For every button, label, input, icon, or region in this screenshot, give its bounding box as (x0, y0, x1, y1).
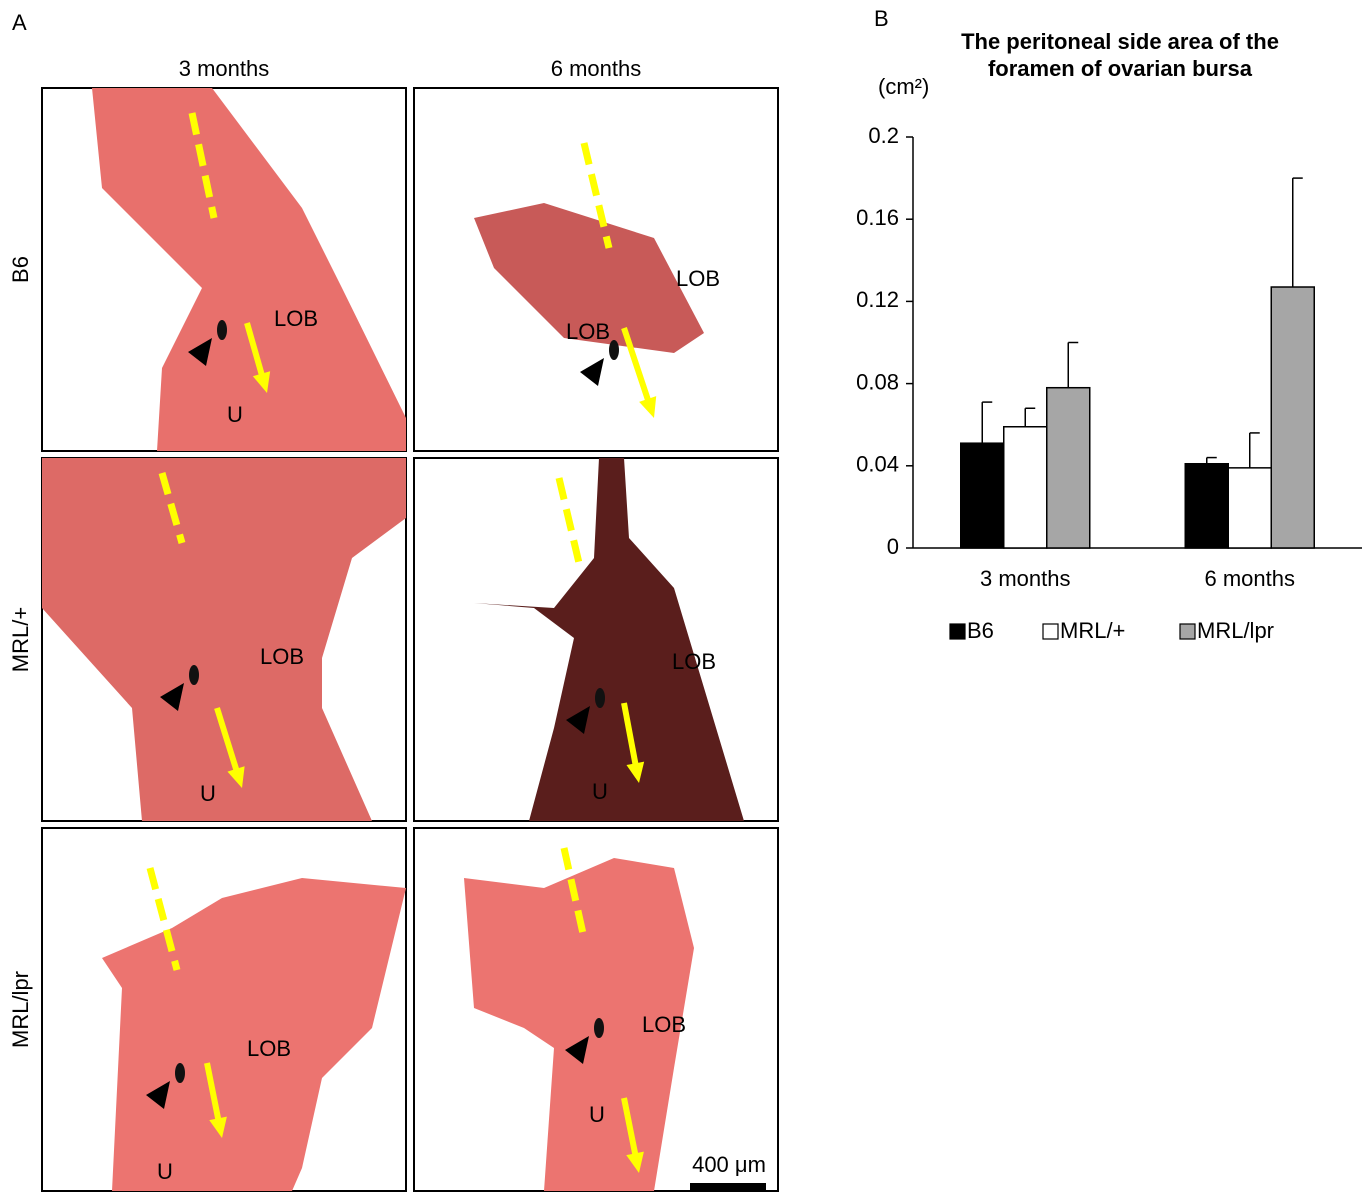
panel-label: A (12, 10, 27, 35)
region-label: U (157, 1159, 173, 1184)
figure: A 3 months 6 months B6 MRL/+ MRL/lpr LOB U LOB LO… (0, 0, 1367, 1202)
bar (1271, 287, 1314, 548)
y-tick-label: 0.04 (856, 452, 899, 477)
region-label: U (589, 1102, 605, 1127)
row-label: MRL/+ (8, 607, 33, 672)
panel-label: B (874, 6, 889, 31)
column-label: 6 months (551, 56, 642, 81)
scale-bar (690, 1183, 766, 1190)
legend-label: MRL/+ (1060, 618, 1125, 643)
region-label: LOB (642, 1012, 686, 1037)
region-label: U (227, 402, 243, 427)
x-tick-label: 6 months (1205, 566, 1296, 591)
region-label: LOB (676, 266, 720, 291)
column-label: 3 months (179, 56, 270, 81)
foramen (217, 320, 227, 340)
y-tick-label: 0.08 (856, 369, 899, 394)
row-label: B6 (8, 256, 33, 283)
region-label: LOB (566, 319, 610, 344)
region-label: LOB (247, 1036, 291, 1061)
foramen (594, 1018, 604, 1038)
bar (961, 443, 1004, 548)
y-tick-label: 0 (887, 534, 899, 559)
legend-label: B6 (967, 618, 994, 643)
bar (1004, 427, 1047, 548)
region-label: LOB (274, 306, 318, 331)
foramen (595, 688, 605, 708)
legend-swatch (950, 624, 965, 639)
y-tick-label: 0.12 (856, 287, 899, 312)
region-label: LOB (672, 649, 716, 674)
bar (1047, 388, 1090, 548)
legend-label: MRL/lpr (1197, 618, 1274, 643)
y-axis-label: (cm²) (878, 74, 929, 99)
legend-swatch (1043, 624, 1058, 639)
scale-bar-label: 400 μm (692, 1152, 766, 1177)
x-tick-label: 3 months (980, 566, 1071, 591)
chart-title: The peritoneal side area of the foramen … (930, 28, 1310, 82)
region-label: LOB (260, 644, 304, 669)
region-label: U (200, 781, 216, 806)
bar (1185, 464, 1228, 548)
row-label: MRL/lpr (8, 971, 33, 1048)
y-tick-label: 0.16 (856, 205, 899, 230)
page: {"panel_a": {"label": "A", "columns": ["… (0, 0, 1367, 1202)
region-label: U (592, 779, 608, 804)
foramen (189, 665, 199, 685)
y-tick-label: 0.2 (868, 123, 899, 148)
bar (1228, 468, 1271, 548)
foramen (175, 1063, 185, 1083)
legend-swatch (1180, 624, 1195, 639)
foramen (609, 340, 619, 360)
